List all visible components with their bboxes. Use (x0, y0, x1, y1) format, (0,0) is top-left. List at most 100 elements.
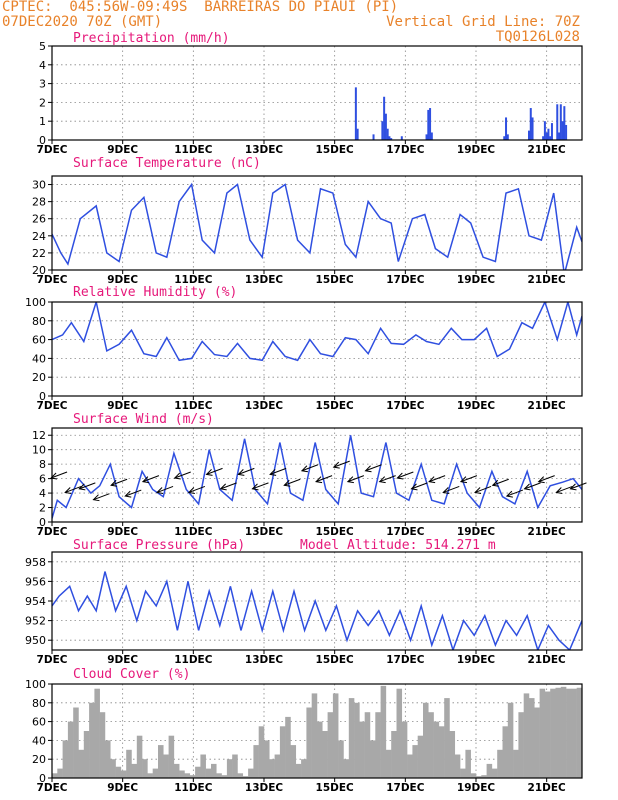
y-tick-label: 958 (25, 556, 46, 569)
wind-arrow-head (505, 490, 513, 498)
precip-bar (550, 123, 553, 140)
y-tick-label: 4 (39, 59, 46, 72)
wind-arrow-head (219, 483, 227, 491)
precip-bar (549, 136, 552, 140)
precip-bar (372, 134, 375, 140)
cloud-bar (470, 773, 477, 778)
y-tick-label: 10 (32, 444, 46, 457)
cloud-bar (582, 689, 588, 778)
wind-arrow (411, 482, 428, 490)
cloud-bar (168, 735, 175, 778)
cloud-bar (555, 687, 562, 778)
wind-arrow (238, 467, 255, 475)
x-tick-label: 21DEC (528, 782, 567, 794)
cloud-bar (332, 693, 339, 778)
wind-arrow-head (156, 487, 164, 494)
x-tick-label: 17DEC (386, 782, 425, 794)
wind-arrow (301, 464, 319, 472)
cloud-bar (173, 763, 180, 778)
wind-arrow-head (537, 476, 545, 484)
wind-arrow (379, 475, 396, 483)
x-tick-label: 15DEC (316, 782, 355, 794)
wind-arrow-head (124, 490, 132, 498)
wind-arrow-head (555, 487, 563, 494)
x-tick-label: 11DEC (174, 526, 213, 538)
x-tick-label: 19DEC (457, 782, 496, 794)
x-tick-label: 7DEC (37, 782, 68, 794)
precip-bar (531, 117, 534, 140)
y-tick-label: 40 (32, 352, 46, 365)
wind-arrow-head (315, 476, 323, 484)
y-tick-label: 60 (32, 716, 46, 729)
cloud-bar (370, 740, 376, 778)
y-tick-label: 2 (39, 502, 46, 515)
y-tick-label: 22 (32, 247, 46, 260)
cloud-bar (385, 749, 392, 778)
cloud-bar (205, 768, 212, 778)
precip-bar (384, 113, 387, 140)
wind-arrow (110, 478, 128, 486)
cloud-bar (306, 707, 312, 778)
wind-arrow (365, 464, 382, 472)
wind-arrow (156, 485, 174, 493)
cloud-bar (529, 698, 535, 778)
wind-arrow (474, 485, 492, 493)
wind-arrow (269, 467, 287, 475)
cloud-bar (544, 691, 551, 778)
cloud-bar (211, 763, 217, 778)
wind-arrow-head (300, 465, 309, 473)
precip-bar (386, 128, 389, 140)
wind-arrow-head (569, 483, 577, 491)
cloud-bar (566, 688, 572, 778)
x-tick-label: 15DEC (316, 526, 355, 538)
x-tick-label: 13DEC (245, 654, 284, 666)
cloud-bar (348, 698, 355, 778)
wind-arrow-head (442, 487, 450, 494)
y-tick-label: 5 (39, 40, 46, 53)
cloud-bar (226, 759, 233, 778)
wind-arrow-head (523, 483, 531, 491)
precip-bar (556, 104, 559, 140)
x-tick-label: 7DEC (37, 526, 68, 538)
y-tick-label: 20 (32, 264, 46, 277)
cloud-bar (279, 726, 286, 778)
wind-arrow (79, 482, 96, 490)
precip-bar (354, 87, 357, 140)
y-tick-label: 0 (39, 516, 46, 529)
cloud-bar (364, 712, 371, 778)
wind-arrow-head (332, 461, 340, 469)
cloud-bar (248, 768, 254, 778)
y-tick-label: 2 (39, 96, 46, 109)
cloud-bar (67, 721, 74, 778)
precip-bar (506, 134, 509, 140)
cloud-bar (423, 702, 429, 778)
plot-frame (51, 683, 583, 779)
cloud-bar (576, 687, 582, 778)
wind-arrow (492, 478, 509, 486)
x-tick-label: 11DEC (174, 400, 213, 412)
cloud-bar (502, 726, 509, 778)
station-header: CPTEC: 045:56W-09:49S BARREIRAS DO PIAUI… (2, 0, 399, 15)
x-tick-label: 13DEC (245, 782, 284, 794)
cloud-bar (142, 759, 148, 778)
cloud-bar (232, 754, 238, 778)
cloud-bar (295, 763, 302, 778)
precip-bar (565, 124, 568, 140)
wind-arrow (333, 460, 350, 468)
wind-arrow-head (396, 472, 404, 480)
x-tick-label: 19DEC (457, 654, 496, 666)
y-tick-label: 30 (32, 179, 46, 192)
precip-bar (528, 130, 530, 140)
cloud-bar (523, 693, 530, 778)
y-tick-label: 80 (32, 697, 46, 710)
cloud-bar (152, 768, 159, 778)
cloud-bar (264, 740, 270, 778)
cloud-bar (62, 740, 69, 778)
x-tick-label: 19DEC (457, 526, 496, 538)
cloud-bar (317, 721, 323, 778)
cloud-bar (274, 754, 281, 778)
y-tick-label: 12 (32, 429, 46, 442)
wind-arrow-head (64, 487, 72, 494)
cloud-bar (290, 745, 297, 778)
cloud-bar (354, 702, 360, 778)
